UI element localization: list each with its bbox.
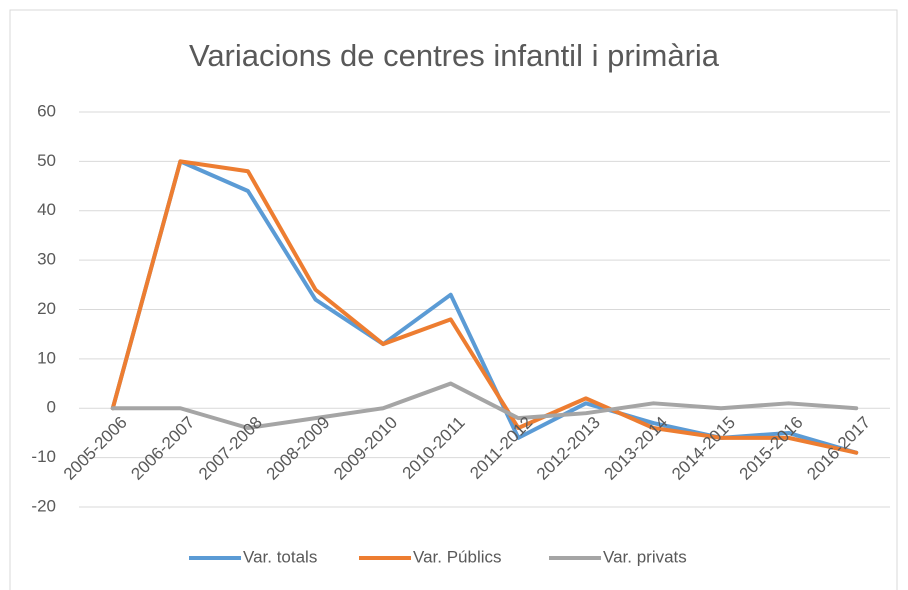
y-tick-label: -20 [31,496,56,515]
y-tick-label: 10 [37,348,56,367]
x-tick-label: 2010-2011 [399,413,469,483]
y-tick-label: 50 [37,151,56,170]
chart-title: Variacions de centres infantil i primàri… [189,38,720,73]
x-tick-label: 2006-2007 [127,413,198,484]
legend-label: Var. Públics [413,547,502,566]
y-tick-label: 0 [47,398,56,417]
x-tick-label: 2011-2012 [466,413,536,483]
series-line [110,159,859,455]
y-tick-label: 30 [37,250,56,269]
y-tick-label: -10 [31,447,56,466]
y-tick-label: 40 [37,200,56,219]
y-tick-label: 60 [37,101,56,120]
x-tick-label: 2016-2017 [803,413,874,484]
series-line [110,381,859,430]
legend-label: Var. privats [603,547,687,566]
x-tick-label: 2009-2010 [330,413,401,484]
x-tick-label: 2013-2014 [601,413,672,484]
x-tick-label: 2015-2016 [736,413,807,484]
legend-label: Var. totals [243,547,317,566]
series-line [110,159,859,455]
x-tick-label: 2005-2006 [60,413,131,484]
chart-frame [9,9,898,590]
y-tick-label: 20 [37,299,56,318]
x-tick-label: 2014-2015 [668,413,739,484]
